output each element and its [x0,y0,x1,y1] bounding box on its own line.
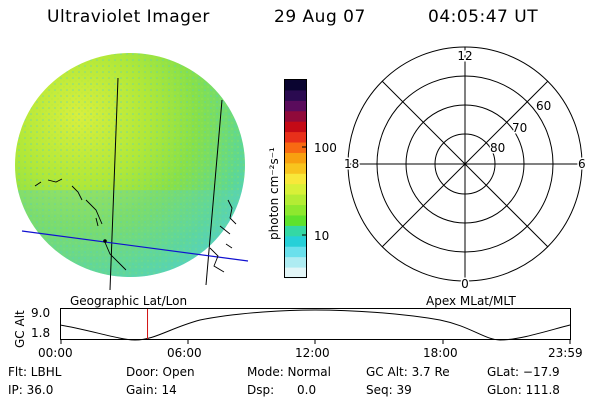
colorbar-band [285,194,306,206]
meridian-line [109,77,119,290]
timeline-xtick-2359: 23:59 [548,346,583,360]
uv-image [15,53,249,290]
date-label: 29 Aug 07 [274,7,366,27]
colorbar-band [285,236,306,248]
colorbar-band [285,173,306,185]
seq-info: Seq: 39 [366,383,412,397]
colorbar-band [285,267,306,279]
colorbar-band [285,121,306,133]
colorbar-band [285,100,306,112]
timeline-plot [60,308,571,344]
colorbar-band [285,132,306,144]
colorbar-band [285,257,306,269]
timeline-xtick-0600: 06:00 [167,346,202,360]
mlt-0-label: 0 [461,277,469,291]
door-info: Door: Open [126,365,195,379]
gc-alt-info: GC Alt: 3.7 Re [366,365,450,379]
timeline-left-title: Geographic Lat/Lon [70,294,188,308]
gain-info: Gain: 14 [126,383,177,397]
timeline-xtick-1800: 18:00 [423,346,458,360]
colorbar-band [285,163,306,175]
glat-info: GLat: −17.9 [487,365,560,379]
meridian-line [205,99,223,286]
lat-60-label: 60 [536,99,551,113]
instrument-title: Ultraviolet Imager [47,7,210,27]
colorbar-band [285,152,306,164]
mlt-6-label: 6 [578,157,586,171]
colorbar-band [285,246,306,258]
mode-info: Mode: Normal [247,365,331,379]
timeline-ytick-bottom: 1.8 [31,326,51,340]
colorbar-tick-10: 10 [314,229,330,243]
colorbar-unit-label: photon cm⁻²s⁻¹ [267,147,281,240]
coastline [34,178,127,271]
colorbar [284,79,307,279]
coastline [209,199,237,273]
colorbar-band [285,215,306,227]
colorbar-band [285,80,306,91]
ip-info: IP: 36.0 [8,383,54,397]
lat-70-label: 70 [512,121,527,135]
colorbar-band [285,184,306,196]
timeline-xtick-1200: 12:00 [295,346,330,360]
dsp-info: Dsp: 0.0 [247,383,317,397]
colorbar-band [285,142,306,154]
timeline-xtick-0000: 00:00 [38,346,73,360]
polar-plot: 12 18 6 0 60 70 80 [343,46,587,293]
filter-info: Flt: LBHL [8,365,62,379]
colorbar-band [285,90,306,102]
timeline-axis-label: GC Alt [13,310,27,348]
timeline-ytick-top: 9.0 [31,306,51,320]
altitude-curve [60,309,571,341]
glon-info: GLon: 111.8 [487,383,560,397]
mlt-12-label: 12 [457,49,472,63]
colorbar-band [285,205,306,216]
colorbar-tick-100: 100 [314,141,337,155]
colorbar-band [285,225,306,237]
timeline-right-title: Apex MLat/MLT [426,294,516,308]
colorbar-band [285,111,306,123]
latitude-line [21,230,249,262]
mlt-18-label: 18 [344,157,359,171]
time-label: 04:05:47 UT [428,7,539,27]
lat-80-label: 80 [490,141,505,155]
